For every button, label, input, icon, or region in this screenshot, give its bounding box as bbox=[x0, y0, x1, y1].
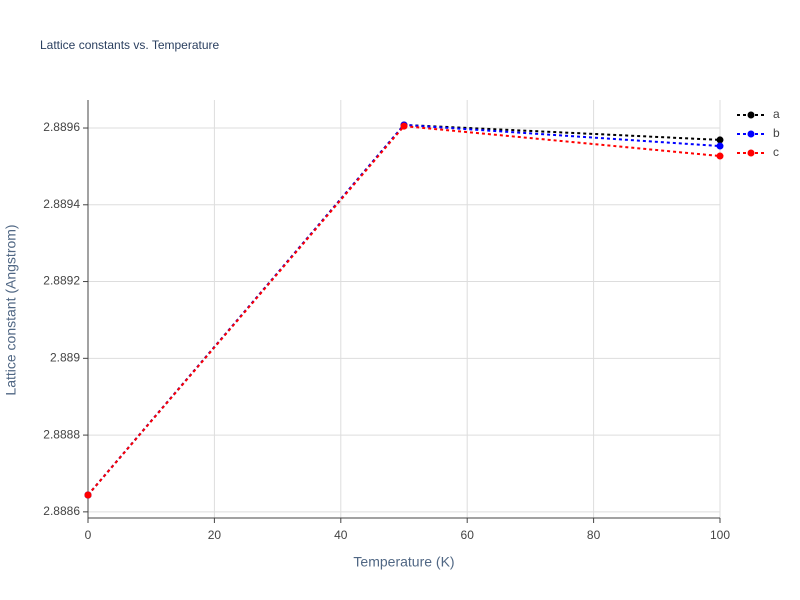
x-tick-label: 0 bbox=[85, 528, 92, 542]
x-tick-label: 60 bbox=[461, 528, 475, 542]
y-tick-label: 2.8894 bbox=[43, 197, 80, 211]
legend-label: a bbox=[773, 107, 780, 121]
chart-title: Lattice constants vs. Temperature bbox=[40, 38, 220, 52]
data-point bbox=[716, 142, 724, 150]
x-tick-label: 20 bbox=[208, 528, 222, 542]
series-line bbox=[87, 123, 721, 496]
data-point bbox=[716, 152, 724, 160]
y-tick-label: 2.8896 bbox=[43, 120, 80, 134]
series-line bbox=[87, 125, 721, 496]
legend-marker bbox=[747, 149, 755, 157]
x-tick-label: 80 bbox=[587, 528, 601, 542]
legend-label: b bbox=[773, 126, 780, 140]
x-tick-label: 100 bbox=[710, 528, 730, 542]
series-line bbox=[87, 123, 721, 496]
legend-marker bbox=[747, 111, 755, 119]
y-tick-label: 2.8886 bbox=[43, 504, 80, 518]
y-tick-label: 2.8892 bbox=[43, 274, 80, 288]
y-tick-label: 2.8888 bbox=[43, 427, 80, 441]
x-axis-title: Temperature (K) bbox=[353, 554, 454, 570]
y-axis-title: Lattice constant (Angstrom) bbox=[3, 224, 19, 395]
legend-marker bbox=[747, 130, 755, 138]
data-point bbox=[716, 136, 724, 144]
legend-label: c bbox=[773, 145, 779, 159]
x-tick-label: 40 bbox=[334, 528, 348, 542]
y-tick-label: 2.889 bbox=[50, 350, 80, 364]
data-point bbox=[84, 491, 92, 499]
data-point bbox=[400, 122, 408, 130]
